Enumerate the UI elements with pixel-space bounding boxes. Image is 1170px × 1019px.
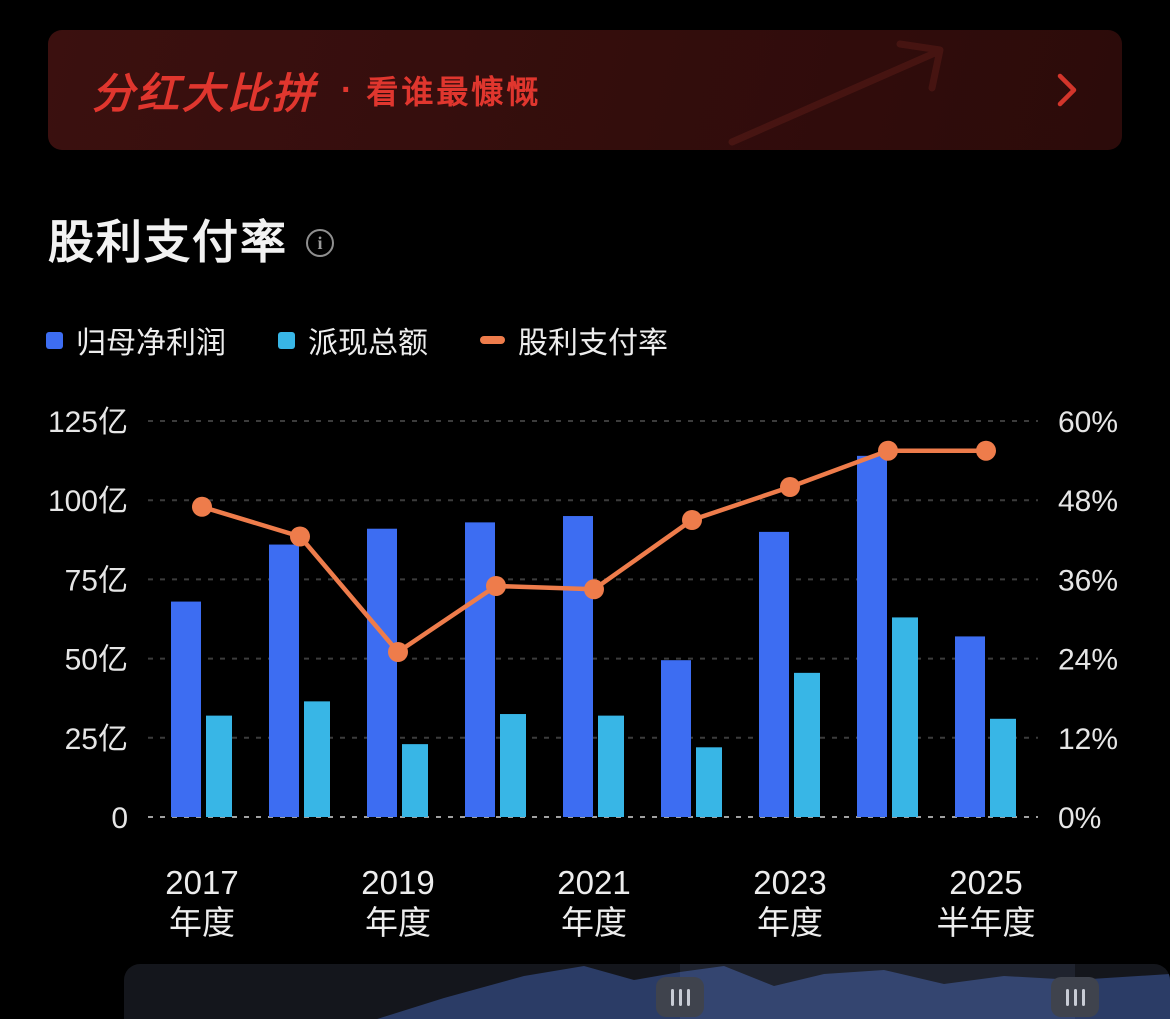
x-axis-tick: 年度 (757, 904, 823, 941)
x-axis-tick: 年度 (169, 904, 235, 941)
payout-ratio-point[interactable] (682, 510, 702, 530)
bar-dividend-total[interactable] (598, 715, 624, 817)
legend-item-1[interactable]: 归母净利润 (46, 318, 226, 362)
bar-net-profit[interactable] (955, 636, 985, 817)
left-axis-tick: 100亿 (48, 485, 128, 518)
legend-label: 归母净利润 (76, 327, 226, 360)
grip-icon (1081, 988, 1085, 1006)
bar-dividend-total[interactable] (794, 672, 820, 817)
payout-ratio-point[interactable] (584, 579, 604, 600)
x-axis-tick: 2023 (753, 864, 826, 901)
bar-dividend-total[interactable] (892, 617, 918, 817)
left-axis-tick: 125亿 (48, 406, 128, 439)
navigator-selected-window[interactable] (680, 964, 1075, 1019)
x-axis-tick: 2025 (949, 864, 1022, 901)
bar-dividend-total[interactable] (990, 718, 1016, 817)
info-icon[interactable]: i (306, 229, 334, 257)
banner-separator: · (341, 70, 353, 109)
navigator-right-handle[interactable] (1051, 977, 1099, 1017)
bar-net-profit[interactable] (661, 660, 691, 817)
dash-marker-icon (480, 336, 505, 344)
payout-ratio-point[interactable] (290, 526, 310, 547)
section-header: 股利支付率 i (48, 206, 334, 272)
bar-net-profit[interactable] (269, 544, 299, 817)
bar-net-profit[interactable] (465, 522, 495, 817)
bar-dividend-total[interactable] (402, 744, 428, 817)
right-axis-tick: 48% (1058, 485, 1118, 518)
right-axis-tick: 60% (1058, 406, 1118, 439)
legend-label: 股利支付率 (518, 327, 668, 360)
x-axis-tick: 2017 (165, 864, 238, 901)
promo-banner[interactable]: 分红大比拼 · 看谁最慷慨 (48, 30, 1122, 150)
grip-icon (678, 988, 682, 1006)
legend-item-3[interactable]: 股利支付率 (480, 318, 668, 362)
banner-subtitle: 看谁最慷慨 (366, 74, 542, 110)
payout-ratio-chart: 0 0%25亿 12%50亿 24%75亿 36%100亿 48%125亿 60%2017年… (48, 406, 1118, 941)
right-axis-tick: 36% (1058, 564, 1118, 597)
payout-ratio-point[interactable] (780, 477, 800, 497)
bar-net-profit[interactable] (563, 516, 593, 817)
x-axis-tick: 2021 (557, 864, 630, 901)
x-axis-tick: 2019 (361, 864, 434, 901)
x-axis-tick: 年度 (561, 904, 627, 941)
grip-icon (1065, 988, 1069, 1006)
left-axis-tick: 50亿 (65, 644, 128, 677)
payout-ratio-point[interactable] (878, 440, 898, 461)
navigator-left-handle[interactable] (656, 977, 704, 1017)
grip-icon (670, 988, 674, 1006)
legend-label: 派现总额 (308, 327, 428, 360)
payout-ratio-point[interactable] (976, 440, 996, 461)
x-axis-tick: 年度 (365, 904, 431, 941)
square-marker-icon (278, 331, 295, 349)
bar-net-profit[interactable] (857, 455, 887, 817)
left-axis-tick: 75亿 (65, 564, 128, 597)
chevron-right-icon[interactable] (1056, 72, 1078, 108)
right-axis-tick: 24% (1058, 644, 1118, 677)
arrow-up-watermark-icon (728, 40, 944, 146)
payout-ratio-point[interactable] (486, 576, 506, 596)
payout-ratio-point[interactable] (192, 496, 212, 517)
grip-icon (686, 988, 690, 1006)
bar-net-profit[interactable] (759, 531, 789, 817)
payout-ratio-point[interactable] (388, 642, 408, 662)
banner-title: 分红大比拼 (92, 69, 318, 117)
datazoom-navigator[interactable] (124, 964, 1170, 1019)
bar-dividend-total[interactable] (304, 701, 330, 817)
bar-dividend-total[interactable] (500, 714, 526, 817)
page-title: 股利支付率 (48, 216, 288, 268)
left-axis-tick: 25亿 (65, 723, 128, 756)
right-axis-tick: 12% (1058, 723, 1118, 756)
chart-legend: 归母净利润 派现总额 股利支付率 (46, 318, 668, 362)
bar-net-profit[interactable] (367, 528, 397, 817)
right-axis-tick: 0% (1058, 802, 1101, 835)
bar-dividend-total[interactable] (206, 715, 232, 817)
x-axis-tick: 半年度 (937, 904, 1036, 941)
bar-dividend-total[interactable] (696, 747, 722, 817)
square-marker-icon (46, 331, 63, 349)
left-axis-tick: 0 (111, 802, 128, 835)
grip-icon (1073, 988, 1077, 1006)
navigator-area (377, 966, 1170, 1019)
bar-net-profit[interactable] (171, 601, 201, 817)
legend-item-2[interactable]: 派现总额 (278, 318, 428, 362)
